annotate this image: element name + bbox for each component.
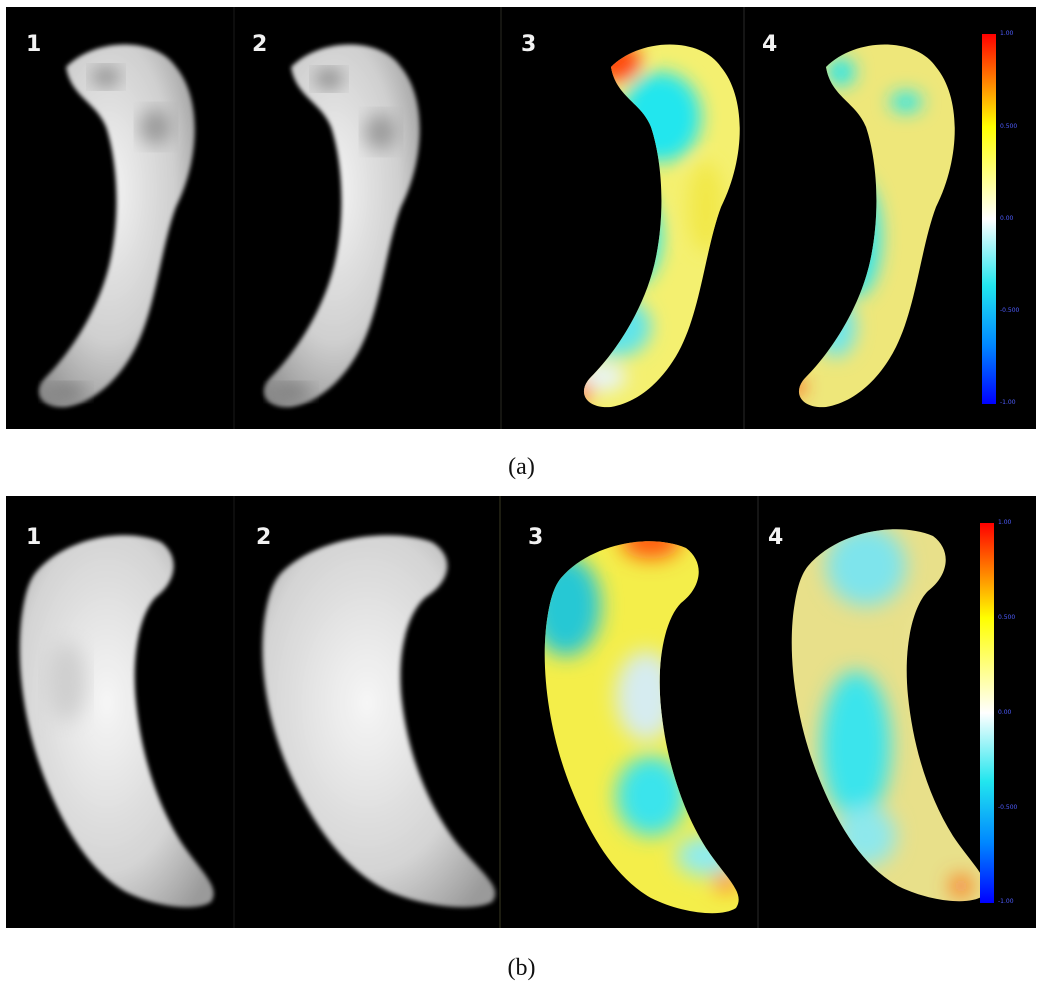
colorbar-tick: 0.500 (1000, 123, 1018, 130)
figure-row-b: 1 2 3 4 1.00 0.500 0.00 -0.500 -1.00 (6, 496, 1036, 928)
panel-number: 2 (256, 525, 272, 550)
panel-number: 4 (762, 32, 778, 57)
colorbar-a (982, 34, 996, 404)
colorbar-b (980, 523, 994, 903)
colorbar-tick: -0.500 (1000, 307, 1020, 314)
colorbar-tick: -0.500 (998, 804, 1018, 811)
colorbar-tick: 0.500 (998, 614, 1016, 621)
shape-a2 (263, 44, 420, 408)
panel-number: 4 (768, 525, 784, 550)
colorbar-tick: 1.00 (998, 519, 1012, 526)
shape-b3 (544, 541, 739, 914)
panel-number: 3 (528, 525, 544, 550)
colorbar-tick: -1.00 (1000, 399, 1016, 406)
caption-a: (a) (508, 454, 535, 480)
shape-a1 (38, 44, 195, 408)
shape-b1 (19, 535, 214, 908)
shape-b4 (791, 529, 986, 902)
colorbar-tick: -1.00 (998, 898, 1014, 905)
row-b-illustration (19, 496, 994, 928)
shape-b2 (262, 535, 496, 908)
colorbar-tick: 1.00 (1000, 30, 1014, 37)
shape-a4 (798, 44, 955, 408)
figure-row-a: 1 2 3 4 1.00 0.500 0.00 -0.500 -1.00 (6, 7, 1036, 429)
caption-b: (b) (507, 955, 536, 981)
colorbar-tick: 0.00 (998, 709, 1012, 716)
shape-a3 (583, 44, 740, 408)
panel-number: 1 (26, 32, 42, 57)
panel-number: 2 (252, 32, 268, 57)
row-a-illustration (38, 7, 996, 429)
panel-number: 1 (26, 525, 42, 550)
colorbar-tick: 0.00 (1000, 215, 1014, 222)
panel-number: 3 (521, 32, 537, 57)
